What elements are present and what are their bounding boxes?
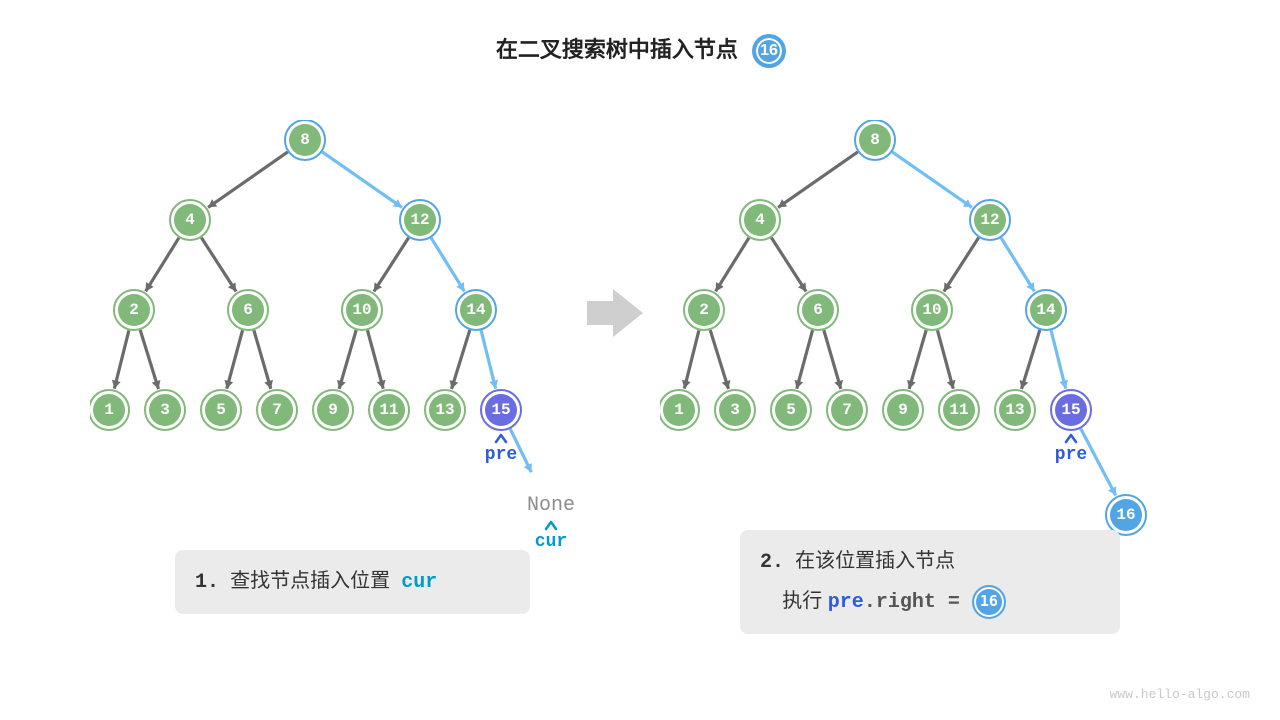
tree-right: 841226101413579111315pre16: [660, 120, 1200, 600]
svg-text:14: 14: [1036, 301, 1056, 319]
svg-text:7: 7: [842, 401, 852, 419]
svg-text:pre: pre: [485, 445, 517, 465]
svg-text:9: 9: [898, 401, 908, 419]
svg-text:13: 13: [1005, 401, 1024, 419]
caption-step-2: 2. 在该位置插入节点 执行 pre.right = 16: [740, 530, 1120, 634]
svg-text:13: 13: [435, 401, 454, 419]
svg-text:6: 6: [243, 301, 253, 319]
svg-text:4: 4: [185, 211, 195, 229]
svg-text:cur: cur: [535, 532, 567, 552]
svg-text:6: 6: [813, 301, 823, 319]
svg-text:8: 8: [300, 131, 310, 149]
title-node-badge: 16: [754, 36, 784, 66]
svg-text:12: 12: [980, 211, 999, 229]
svg-text:10: 10: [352, 301, 371, 319]
svg-text:2: 2: [699, 301, 709, 319]
svg-text:None: None: [527, 494, 575, 517]
page-title: 在二叉搜索树中插入节点 16: [0, 32, 1280, 66]
svg-text:5: 5: [216, 401, 226, 419]
tree-left: 841226101413579111315preNonecur: [90, 120, 590, 600]
svg-text:16: 16: [1116, 506, 1135, 524]
caption-step-1: 1. 查找节点插入位置 cur: [175, 550, 530, 614]
svg-text:11: 11: [379, 401, 398, 419]
svg-text:10: 10: [922, 301, 941, 319]
svg-text:14: 14: [466, 301, 486, 319]
svg-text:5: 5: [786, 401, 796, 419]
svg-text:7: 7: [272, 401, 282, 419]
watermark: www.hello-algo.com: [1110, 687, 1250, 702]
svg-text:3: 3: [730, 401, 740, 419]
svg-text:9: 9: [328, 401, 338, 419]
title-text: 在二叉搜索树中插入节点: [496, 37, 738, 62]
svg-text:pre: pre: [1055, 445, 1087, 465]
svg-text:11: 11: [949, 401, 968, 419]
svg-text:8: 8: [870, 131, 880, 149]
svg-text:3: 3: [160, 401, 170, 419]
svg-text:1: 1: [674, 401, 684, 419]
svg-text:15: 15: [491, 401, 510, 419]
svg-text:15: 15: [1061, 401, 1080, 419]
svg-text:2: 2: [129, 301, 139, 319]
svg-text:1: 1: [104, 401, 114, 419]
svg-text:12: 12: [410, 211, 429, 229]
transition-arrow: [583, 285, 647, 346]
svg-text:4: 4: [755, 211, 765, 229]
